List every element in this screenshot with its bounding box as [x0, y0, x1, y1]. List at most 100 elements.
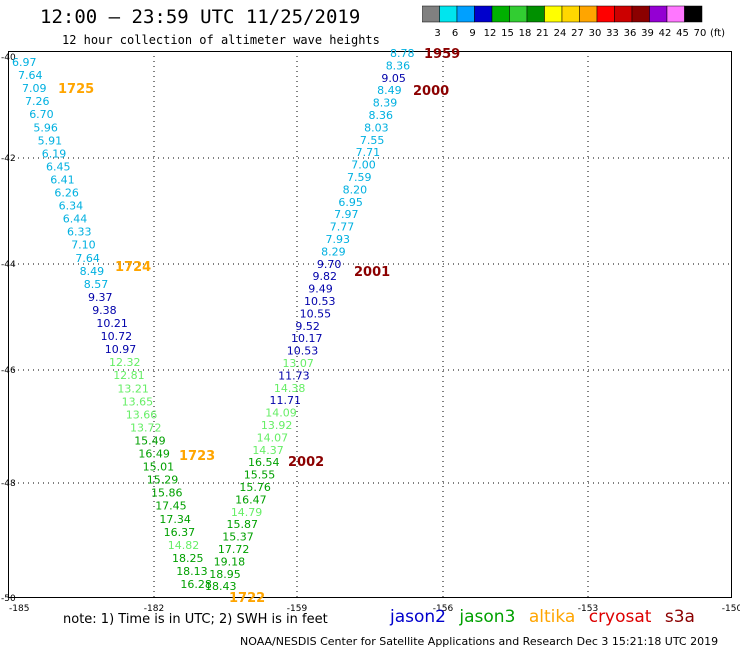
colorbar-label: 70 [694, 28, 707, 39]
wave-height-value: 6.26 [54, 187, 79, 200]
wave-height-value: 14.09 [265, 407, 297, 420]
wave-height-value: 17.45 [155, 500, 187, 513]
colorbar-label: 15 [501, 28, 514, 39]
wave-height-value: 12.81 [113, 369, 145, 382]
wave-height-value: 7.64 [75, 252, 100, 265]
wave-height-value: 8.49 [377, 84, 402, 97]
credit-line: NOAA/NESDIS Center for Satellite Applica… [240, 635, 719, 648]
wave-height-value: 8.39 [373, 97, 398, 110]
wave-height-value: 9.38 [92, 304, 117, 317]
wave-height-value: 16.49 [138, 448, 170, 461]
latitude-label: -40 [1, 53, 16, 63]
wave-height-value: 8.36 [368, 109, 393, 122]
colorbar-label: 18 [519, 28, 532, 39]
wave-height-value: 10.21 [96, 317, 128, 330]
colorbar-label: 12 [484, 28, 497, 39]
wave-height-value: 8.20 [343, 183, 368, 196]
wave-height-value: 15.55 [244, 469, 276, 482]
wave-height-value: 15.76 [239, 481, 271, 494]
wave-height-value: 18.95 [209, 568, 241, 581]
wave-height-value: 13.66 [126, 408, 158, 421]
pass-time-label: 2002 [288, 455, 324, 470]
colorbar-label: 42 [659, 28, 672, 39]
wave-height-value: 8.03 [364, 121, 389, 134]
wave-height-value: 14.38 [274, 382, 306, 395]
pass-time-label: 1725 [58, 82, 94, 97]
wave-height-value: 15.29 [147, 474, 179, 487]
wave-height-value: 8.49 [80, 265, 105, 278]
wave-height-value: 7.64 [18, 69, 43, 82]
wave-height-value: 7.71 [356, 146, 381, 159]
colorbar-label: 30 [589, 28, 602, 39]
wave-height-value: 16.28 [180, 578, 212, 591]
satellite-legend: jason2 jason3 altika cryosat s3a [390, 607, 703, 627]
wave-height-value: 8.78 [390, 47, 415, 60]
wave-height-value: 11.71 [270, 394, 302, 407]
wave-height-value: 10.55 [300, 307, 332, 320]
wave-height-value: 9.70 [317, 258, 342, 271]
colorbar-legend: 3 6 9 12 15 18 21 24 27 30 33 36 39 42 45 70 (ft) [422, 5, 725, 39]
wave-height-value: 6.44 [63, 213, 88, 226]
map-frame [8, 51, 732, 598]
page-subtitle: 12 hour collection of altimeter wave hei… [62, 33, 380, 47]
wave-height-value: 10.53 [287, 345, 319, 358]
longitude-label: -153 [578, 604, 598, 614]
wave-height-map: -40 -42 -44 -46 -48 -50-185 -182 -159 -156 -153 -1… [1, 47, 740, 614]
wave-height-value: 9.05 [381, 72, 406, 85]
wave-height-value: 6.97 [12, 56, 37, 69]
wave-height-value: 6.70 [29, 108, 54, 121]
wave-height-value: 10.17 [291, 332, 323, 345]
colorbar-label: 6 [452, 28, 458, 39]
wave-height-value: 18.43 [205, 580, 237, 593]
wave-height-value: 15.01 [143, 461, 175, 474]
latitude-label: -48 [1, 479, 16, 489]
legend-cryosat: cryosat [588, 607, 652, 627]
wave-height-value: 9.37 [88, 291, 113, 304]
longitude-label: -159 [287, 604, 308, 614]
legend-jason2: jason2 [390, 607, 446, 627]
wave-height-value: 17.34 [159, 513, 191, 526]
colorbar-label: 33 [606, 28, 619, 39]
legend-jason3: jason3 [459, 607, 516, 627]
pass-time-label: 1959 [424, 47, 460, 62]
wave-height-value: 15.86 [151, 487, 183, 500]
wave-height-value: 12.32 [109, 356, 141, 369]
wave-height-value: 6.45 [46, 160, 71, 173]
pass-time-label: 1724 [115, 260, 151, 275]
wave-height-value: 8.57 [84, 278, 109, 291]
wave-height-value: 10.97 [105, 343, 137, 356]
longitude-label: -156 [433, 604, 454, 614]
wave-height-value: 7.09 [22, 82, 47, 95]
wave-height-value: 18.13 [176, 565, 208, 578]
colorbar-swatch [684, 5, 703, 23]
wave-height-value: 10.72 [101, 330, 133, 343]
page-title: 12:00 – 23:59 UTC 11/25/2019 [40, 6, 361, 28]
wave-height-value: 15.87 [227, 518, 259, 531]
pass-time-label: 2001 [354, 265, 390, 280]
colorbar-label: 39 [641, 28, 654, 39]
wave-height-value: 14.82 [168, 539, 200, 552]
wave-height-value: 15.49 [134, 434, 166, 447]
wave-height-value: 14.37 [252, 444, 283, 457]
colorbar-label: 27 [571, 28, 584, 39]
wave-height-value: 17.72 [218, 543, 250, 556]
wave-height-value: 5.91 [38, 134, 63, 147]
wave-height-value: 11.73 [278, 369, 310, 382]
pass-time-label: 1722 [229, 591, 265, 606]
wave-height-value: 8.29 [321, 245, 346, 258]
latitude-label: -50 [1, 594, 16, 604]
wave-height-value: 6.33 [67, 226, 92, 239]
wave-height-value: 9.49 [308, 283, 333, 296]
wave-height-value: 9.82 [313, 270, 338, 283]
wave-height-value: 13.21 [117, 382, 148, 395]
wave-height-value: 8.36 [386, 59, 411, 72]
wave-height-value: 7.59 [347, 171, 372, 184]
wave-height-value: 7.55 [360, 134, 385, 147]
colorbar-label: 9 [469, 28, 475, 39]
colorbar-label: 21 [536, 28, 549, 39]
longitude-label: -150 [722, 604, 740, 614]
wave-height-value: 5.96 [33, 121, 58, 134]
longitude-label: -185 [9, 604, 29, 614]
wave-height-value: 14.79 [231, 506, 263, 519]
pass-time-label: 1723 [179, 449, 215, 464]
